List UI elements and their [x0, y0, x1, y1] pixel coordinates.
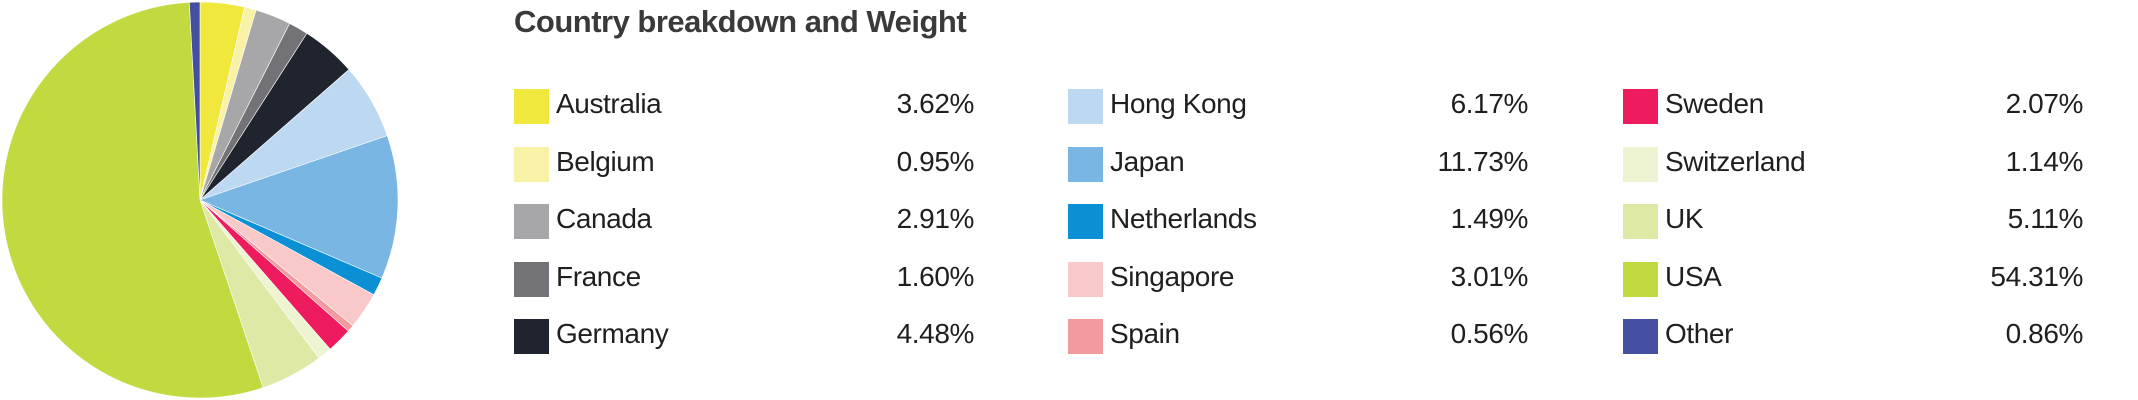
legend-label: Canada [556, 203, 652, 234]
pie-slice-other [188, 1, 201, 201]
legend-swatch [1623, 261, 1658, 297]
legend-swatch [1068, 89, 1103, 124]
pie-chart [1, 1, 399, 399]
legend-swatch [1068, 319, 1103, 354]
legend-column: Hong Kong 6.17% Japan 11.73% Netherlands 1.49… [1068, 85, 1528, 373]
legend-swatch [514, 204, 549, 239]
legend-value: 4.48% [896, 318, 975, 349]
pie-slice-usa [1, 1, 264, 399]
legend-item: Canada 2.91% [514, 200, 974, 258]
legend-swatch [1068, 261, 1103, 297]
legend-value: 6.17% [1450, 88, 1529, 119]
legend-item: Netherlands 1.49% [1068, 200, 1528, 258]
legend-label: Japan [1110, 145, 1185, 177]
legend-item: France 1.60% [514, 258, 974, 316]
legend-item: Australia 3.62% [514, 85, 974, 143]
chart-legend: Australia 3.62% Belgium 0.95% Canada 2.91% Fra… [514, 85, 2084, 385]
legend-value: 54.31% [1990, 260, 2083, 292]
legend-swatch [1623, 319, 1658, 354]
legend-item: Spain 0.56% [1068, 315, 1528, 373]
legend-value: 0.95% [896, 145, 975, 177]
legend-value: 3.01% [1450, 260, 1529, 292]
legend-swatch [1623, 204, 1658, 239]
legend-item: Other 0.86% [1623, 315, 2083, 373]
legend-label: Belgium [556, 145, 655, 177]
legend-value: 1.14% [2005, 145, 2084, 177]
legend-swatch [1068, 146, 1103, 182]
chart-title: Country breakdown and Weight [514, 4, 967, 39]
legend-item: Hong Kong 6.17% [1068, 85, 1528, 143]
legend-item: Japan 11.73% [1068, 143, 1528, 201]
legend-label: Germany [556, 318, 669, 349]
legend-label: Hong Kong [1110, 88, 1247, 119]
legend-item: UK 5.11% [1623, 200, 2083, 258]
legend-label: UK [1665, 203, 1704, 234]
legend-value: 1.60% [896, 260, 975, 292]
legend-label: Other [1665, 318, 1734, 349]
legend-label: France [556, 260, 641, 292]
legend-item: Belgium 0.95% [514, 143, 974, 201]
legend-label: USA [1665, 260, 1722, 292]
legend-label: Switzerland [1665, 145, 1806, 177]
legend-value: 3.62% [896, 88, 975, 119]
legend-column: Sweden 2.07% Switzerland 1.14% UK 5.11% USA 54.… [1623, 85, 2083, 373]
legend-label: Australia [556, 88, 662, 119]
legend-value: 0.56% [1450, 318, 1529, 349]
legend-swatch [514, 261, 549, 297]
legend-item: USA 54.31% [1623, 258, 2083, 316]
legend-item: Sweden 2.07% [1623, 85, 2083, 143]
legend-label: Singapore [1110, 260, 1235, 292]
legend-label: Netherlands [1110, 203, 1257, 234]
pie-slice-japan [199, 135, 399, 279]
legend-value: 5.11% [2007, 203, 2084, 234]
legend-swatch [1623, 89, 1658, 124]
legend-swatch [514, 319, 549, 354]
legend-value: 2.07% [2005, 88, 2084, 119]
legend-swatch [1068, 204, 1103, 239]
legend-swatch [514, 89, 549, 124]
legend-item: Singapore 3.01% [1068, 258, 1528, 316]
legend-swatch [1623, 146, 1658, 182]
legend-value: 2.91% [896, 203, 975, 234]
legend-value: 0.86% [2005, 318, 2084, 349]
legend-item: Germany 4.48% [514, 315, 974, 373]
legend-label: Sweden [1665, 88, 1764, 119]
legend-label: Spain [1110, 318, 1180, 349]
legend-value: 11.73% [1437, 145, 1529, 177]
legend-value: 1.49% [1450, 203, 1529, 234]
legend-swatch [514, 146, 549, 182]
legend-column: Australia 3.62% Belgium 0.95% Canada 2.91% Fra… [514, 85, 974, 373]
legend-item: Switzerland 1.14% [1623, 143, 2083, 201]
